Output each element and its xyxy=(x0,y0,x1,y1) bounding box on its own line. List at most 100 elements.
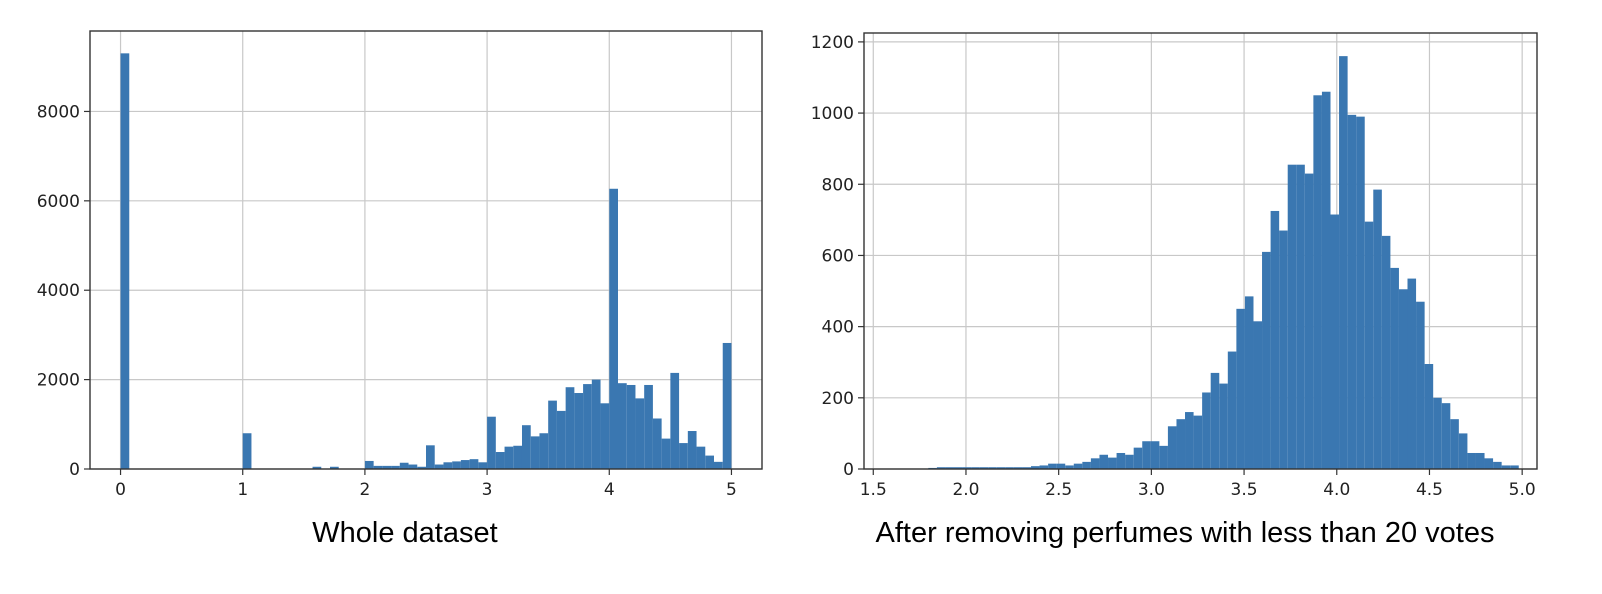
histogram-bar xyxy=(1433,397,1442,469)
histogram-bar xyxy=(452,461,461,469)
y-tick-label: 400 xyxy=(822,318,854,338)
histogram-bar xyxy=(1056,463,1066,469)
histogram-bar xyxy=(591,379,601,469)
histogram-bar xyxy=(1510,465,1519,469)
y-tick-label: 1000 xyxy=(811,104,854,124)
histogram-bar xyxy=(1253,321,1263,469)
bars xyxy=(928,56,1519,470)
histogram-bar xyxy=(1339,56,1348,469)
histogram-bar xyxy=(1227,351,1237,469)
histogram-bar xyxy=(1304,173,1314,469)
histogram-bar xyxy=(1244,296,1254,469)
histogram-bar xyxy=(953,467,963,469)
histogram-bar xyxy=(1202,392,1211,469)
histogram-bar xyxy=(1090,458,1100,469)
x-tick-label: 1 xyxy=(237,480,248,500)
histogram-bar xyxy=(539,433,549,469)
histogram-bar xyxy=(1082,461,1091,469)
histogram-bar xyxy=(971,467,980,469)
histogram-bar xyxy=(1073,463,1083,469)
histogram-bar xyxy=(1450,419,1459,469)
histogram-bar xyxy=(996,467,1006,469)
histogram-bar xyxy=(1236,308,1245,469)
histogram-bar xyxy=(1133,447,1143,469)
histogram-bar xyxy=(1099,454,1109,469)
axis-ticks: 0 1 2 3 4 5 0 2000 4000 6000 8000 xyxy=(37,102,737,500)
histogram-bar xyxy=(1159,445,1168,469)
x-tick-label: 0 xyxy=(115,480,126,500)
histogram-bar xyxy=(242,433,252,469)
histogram-bar xyxy=(1364,221,1374,469)
histogram-bar xyxy=(1185,412,1194,469)
histogram-bar xyxy=(1048,463,1057,469)
histogram-bar xyxy=(1005,467,1014,469)
y-tick-label: 600 xyxy=(822,246,854,266)
y-tick-label: 4000 xyxy=(37,281,80,301)
x-tick-label: 4.5 xyxy=(1416,480,1443,500)
histogram-bar xyxy=(1142,441,1151,469)
histogram-bar xyxy=(661,438,671,469)
histogram-bar xyxy=(635,398,645,469)
histogram-bar xyxy=(530,436,540,469)
histogram-bar xyxy=(434,464,444,469)
x-tick-label: 2.0 xyxy=(952,480,979,500)
histogram-bar xyxy=(1022,467,1032,469)
histogram-bar xyxy=(652,418,662,469)
histogram-bar xyxy=(722,342,732,469)
histogram-bar xyxy=(1167,426,1177,469)
histogram-bar xyxy=(687,431,697,469)
histogram-bar xyxy=(487,416,496,469)
histogram-bar xyxy=(513,445,522,469)
x-tick-label: 5 xyxy=(726,480,737,500)
x-tick-label: 2 xyxy=(359,480,370,500)
histogram-bar xyxy=(1390,267,1399,469)
histogram-filtered-dataset: 1.5 2.0 2.5 3.0 3.5 4.0 4.5 5.0 0 200 400 600 800 100… xyxy=(811,32,1538,549)
histogram-bar xyxy=(1287,164,1297,469)
histogram-bar xyxy=(469,459,479,469)
histogram-bar xyxy=(600,403,610,469)
histogram-bar xyxy=(1150,441,1160,469)
grid-lines xyxy=(864,33,1537,470)
histogram-bar xyxy=(945,467,954,469)
bars xyxy=(120,53,732,470)
histogram-bar xyxy=(565,387,575,469)
histogram-bar xyxy=(1279,230,1288,469)
histogram-bar xyxy=(120,53,130,470)
histogram-bar xyxy=(1313,95,1322,470)
histogram-bar xyxy=(312,466,322,469)
histogram-bar xyxy=(1493,461,1502,469)
histogram-bar xyxy=(583,384,592,469)
histogram-bar xyxy=(962,467,972,469)
histogram-bar xyxy=(1458,433,1468,469)
histogram-bar xyxy=(495,452,505,469)
chart-caption: After removing perfumes with less than 2… xyxy=(876,517,1495,549)
histogram-bar xyxy=(1176,419,1186,469)
histogram-bar xyxy=(1356,116,1365,470)
grid-lines xyxy=(90,31,762,470)
histogram-bar xyxy=(1475,452,1485,469)
histogram-bar xyxy=(548,400,557,469)
histogram-bar xyxy=(670,372,680,469)
histogram-bar xyxy=(556,410,566,469)
x-tick-label: 2.5 xyxy=(1045,480,1072,500)
histogram-bar xyxy=(1108,457,1117,469)
x-tick-label: 1.5 xyxy=(860,480,887,500)
histogram-bar xyxy=(574,393,584,469)
histogram-bar xyxy=(408,464,418,469)
histogram-bar xyxy=(1373,189,1382,470)
histogram-bar xyxy=(626,384,636,469)
histogram-bar xyxy=(696,446,706,469)
x-tick-label: 4 xyxy=(604,480,615,500)
histogram-bar xyxy=(391,465,400,469)
histogram-bar xyxy=(382,465,392,469)
histogram-bar xyxy=(478,462,488,469)
histogram-bar xyxy=(1501,465,1511,469)
histogram-bar xyxy=(426,445,435,469)
histogram-bar xyxy=(1219,383,1228,469)
histogram-bar xyxy=(988,467,997,469)
histogram-bar xyxy=(1013,467,1023,469)
histogram-bar xyxy=(1441,403,1451,469)
y-tick-label: 0 xyxy=(69,460,80,480)
y-tick-label: 0 xyxy=(843,460,854,480)
